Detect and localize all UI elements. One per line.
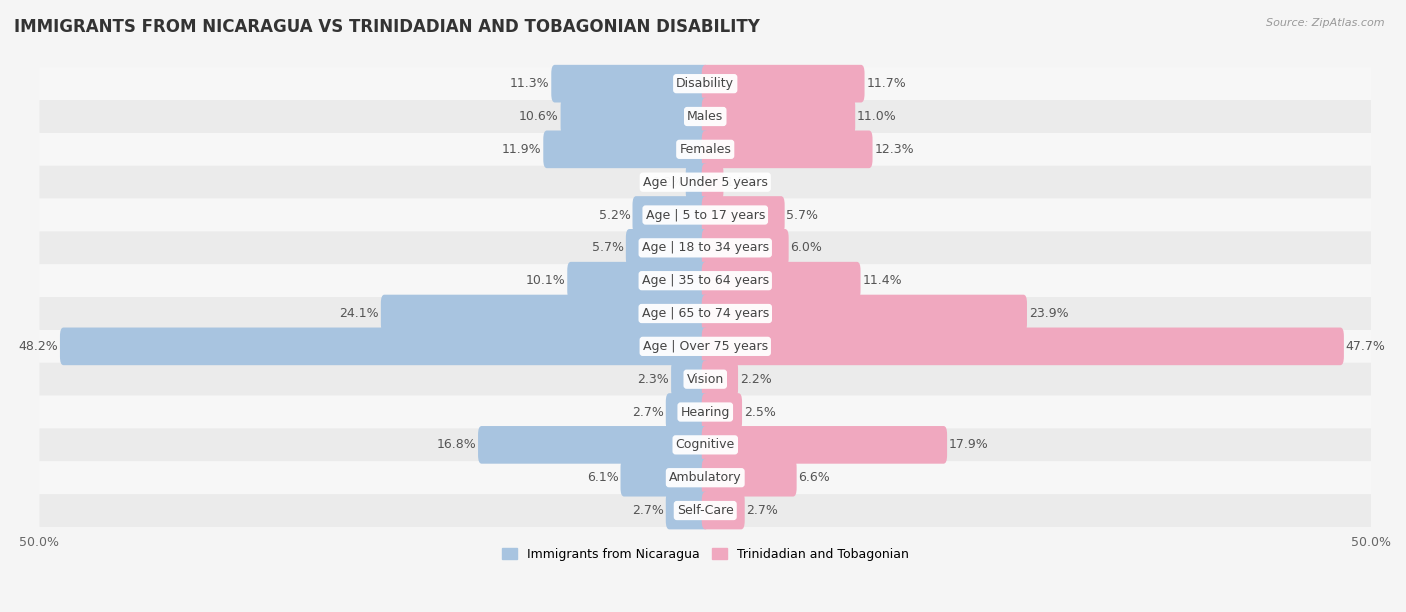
Text: 1.2%: 1.2% bbox=[652, 176, 683, 188]
FancyBboxPatch shape bbox=[39, 67, 1371, 100]
Text: 10.6%: 10.6% bbox=[519, 110, 558, 123]
Text: 6.1%: 6.1% bbox=[586, 471, 619, 484]
FancyBboxPatch shape bbox=[702, 262, 860, 299]
Text: Vision: Vision bbox=[686, 373, 724, 386]
Text: 47.7%: 47.7% bbox=[1346, 340, 1385, 353]
Text: Disability: Disability bbox=[676, 77, 734, 90]
Text: Hearing: Hearing bbox=[681, 406, 730, 419]
FancyBboxPatch shape bbox=[702, 393, 742, 431]
FancyBboxPatch shape bbox=[381, 295, 709, 332]
FancyBboxPatch shape bbox=[666, 393, 709, 431]
Text: Age | 35 to 64 years: Age | 35 to 64 years bbox=[641, 274, 769, 287]
Text: 6.0%: 6.0% bbox=[790, 241, 823, 255]
Text: Age | Over 75 years: Age | Over 75 years bbox=[643, 340, 768, 353]
Text: 2.2%: 2.2% bbox=[740, 373, 772, 386]
FancyBboxPatch shape bbox=[702, 459, 797, 496]
FancyBboxPatch shape bbox=[666, 491, 709, 529]
FancyBboxPatch shape bbox=[39, 428, 1371, 461]
Text: 17.9%: 17.9% bbox=[949, 438, 988, 452]
Text: Males: Males bbox=[688, 110, 723, 123]
FancyBboxPatch shape bbox=[543, 130, 709, 168]
FancyBboxPatch shape bbox=[39, 166, 1371, 198]
FancyBboxPatch shape bbox=[39, 395, 1371, 428]
FancyBboxPatch shape bbox=[686, 163, 709, 201]
FancyBboxPatch shape bbox=[561, 98, 709, 135]
FancyBboxPatch shape bbox=[671, 360, 709, 398]
Text: 11.9%: 11.9% bbox=[502, 143, 541, 156]
FancyBboxPatch shape bbox=[702, 360, 738, 398]
FancyBboxPatch shape bbox=[702, 163, 724, 201]
Text: Source: ZipAtlas.com: Source: ZipAtlas.com bbox=[1267, 18, 1385, 28]
FancyBboxPatch shape bbox=[39, 494, 1371, 527]
Text: 11.0%: 11.0% bbox=[858, 110, 897, 123]
Text: 16.8%: 16.8% bbox=[436, 438, 477, 452]
FancyBboxPatch shape bbox=[39, 461, 1371, 494]
Text: 23.9%: 23.9% bbox=[1029, 307, 1069, 320]
FancyBboxPatch shape bbox=[702, 229, 789, 267]
FancyBboxPatch shape bbox=[620, 459, 709, 496]
Text: 24.1%: 24.1% bbox=[339, 307, 380, 320]
FancyBboxPatch shape bbox=[702, 295, 1026, 332]
Text: Age | Under 5 years: Age | Under 5 years bbox=[643, 176, 768, 188]
FancyBboxPatch shape bbox=[567, 262, 709, 299]
Text: 6.6%: 6.6% bbox=[799, 471, 830, 484]
FancyBboxPatch shape bbox=[633, 196, 709, 234]
Text: 12.3%: 12.3% bbox=[875, 143, 914, 156]
Text: Ambulatory: Ambulatory bbox=[669, 471, 741, 484]
Text: 48.2%: 48.2% bbox=[18, 340, 58, 353]
Text: IMMIGRANTS FROM NICARAGUA VS TRINIDADIAN AND TOBAGONIAN DISABILITY: IMMIGRANTS FROM NICARAGUA VS TRINIDADIAN… bbox=[14, 18, 759, 36]
Text: Females: Females bbox=[679, 143, 731, 156]
FancyBboxPatch shape bbox=[702, 491, 745, 529]
FancyBboxPatch shape bbox=[39, 133, 1371, 166]
FancyBboxPatch shape bbox=[702, 426, 948, 464]
FancyBboxPatch shape bbox=[39, 330, 1371, 363]
Text: 11.3%: 11.3% bbox=[510, 77, 550, 90]
Text: 2.7%: 2.7% bbox=[633, 406, 664, 419]
FancyBboxPatch shape bbox=[39, 363, 1371, 395]
Text: Age | 18 to 34 years: Age | 18 to 34 years bbox=[641, 241, 769, 255]
Text: Self-Care: Self-Care bbox=[676, 504, 734, 517]
FancyBboxPatch shape bbox=[39, 100, 1371, 133]
Text: 5.2%: 5.2% bbox=[599, 209, 631, 222]
FancyBboxPatch shape bbox=[551, 65, 709, 102]
Text: 5.7%: 5.7% bbox=[786, 209, 818, 222]
FancyBboxPatch shape bbox=[39, 264, 1371, 297]
Text: 2.7%: 2.7% bbox=[633, 504, 664, 517]
Text: Age | 5 to 17 years: Age | 5 to 17 years bbox=[645, 209, 765, 222]
Text: 11.4%: 11.4% bbox=[862, 274, 903, 287]
FancyBboxPatch shape bbox=[39, 198, 1371, 231]
Legend: Immigrants from Nicaragua, Trinidadian and Tobagonian: Immigrants from Nicaragua, Trinidadian a… bbox=[496, 543, 914, 566]
Text: 5.7%: 5.7% bbox=[592, 241, 624, 255]
Text: 2.7%: 2.7% bbox=[747, 504, 779, 517]
Text: 2.5%: 2.5% bbox=[744, 406, 776, 419]
FancyBboxPatch shape bbox=[702, 65, 865, 102]
FancyBboxPatch shape bbox=[626, 229, 709, 267]
Text: 11.7%: 11.7% bbox=[866, 77, 905, 90]
Text: Age | 65 to 74 years: Age | 65 to 74 years bbox=[641, 307, 769, 320]
FancyBboxPatch shape bbox=[702, 130, 873, 168]
FancyBboxPatch shape bbox=[39, 297, 1371, 330]
Text: 10.1%: 10.1% bbox=[526, 274, 565, 287]
FancyBboxPatch shape bbox=[478, 426, 709, 464]
Text: 1.1%: 1.1% bbox=[725, 176, 756, 188]
FancyBboxPatch shape bbox=[39, 231, 1371, 264]
FancyBboxPatch shape bbox=[702, 98, 855, 135]
FancyBboxPatch shape bbox=[60, 327, 709, 365]
Text: 2.3%: 2.3% bbox=[637, 373, 669, 386]
Text: Cognitive: Cognitive bbox=[676, 438, 735, 452]
FancyBboxPatch shape bbox=[702, 196, 785, 234]
FancyBboxPatch shape bbox=[702, 327, 1344, 365]
